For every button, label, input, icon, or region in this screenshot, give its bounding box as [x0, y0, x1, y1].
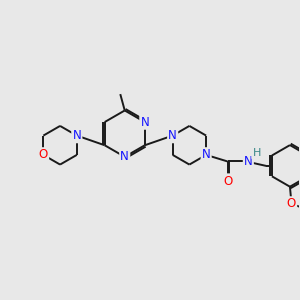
Text: N: N: [72, 129, 81, 142]
Text: N: N: [202, 148, 211, 161]
Text: N: N: [140, 116, 149, 129]
Text: N: N: [168, 129, 177, 142]
Text: H: H: [253, 148, 261, 158]
Text: O: O: [287, 197, 296, 210]
Text: O: O: [39, 148, 48, 161]
Text: N: N: [120, 150, 129, 163]
Text: N: N: [244, 155, 253, 168]
Text: O: O: [223, 175, 232, 188]
